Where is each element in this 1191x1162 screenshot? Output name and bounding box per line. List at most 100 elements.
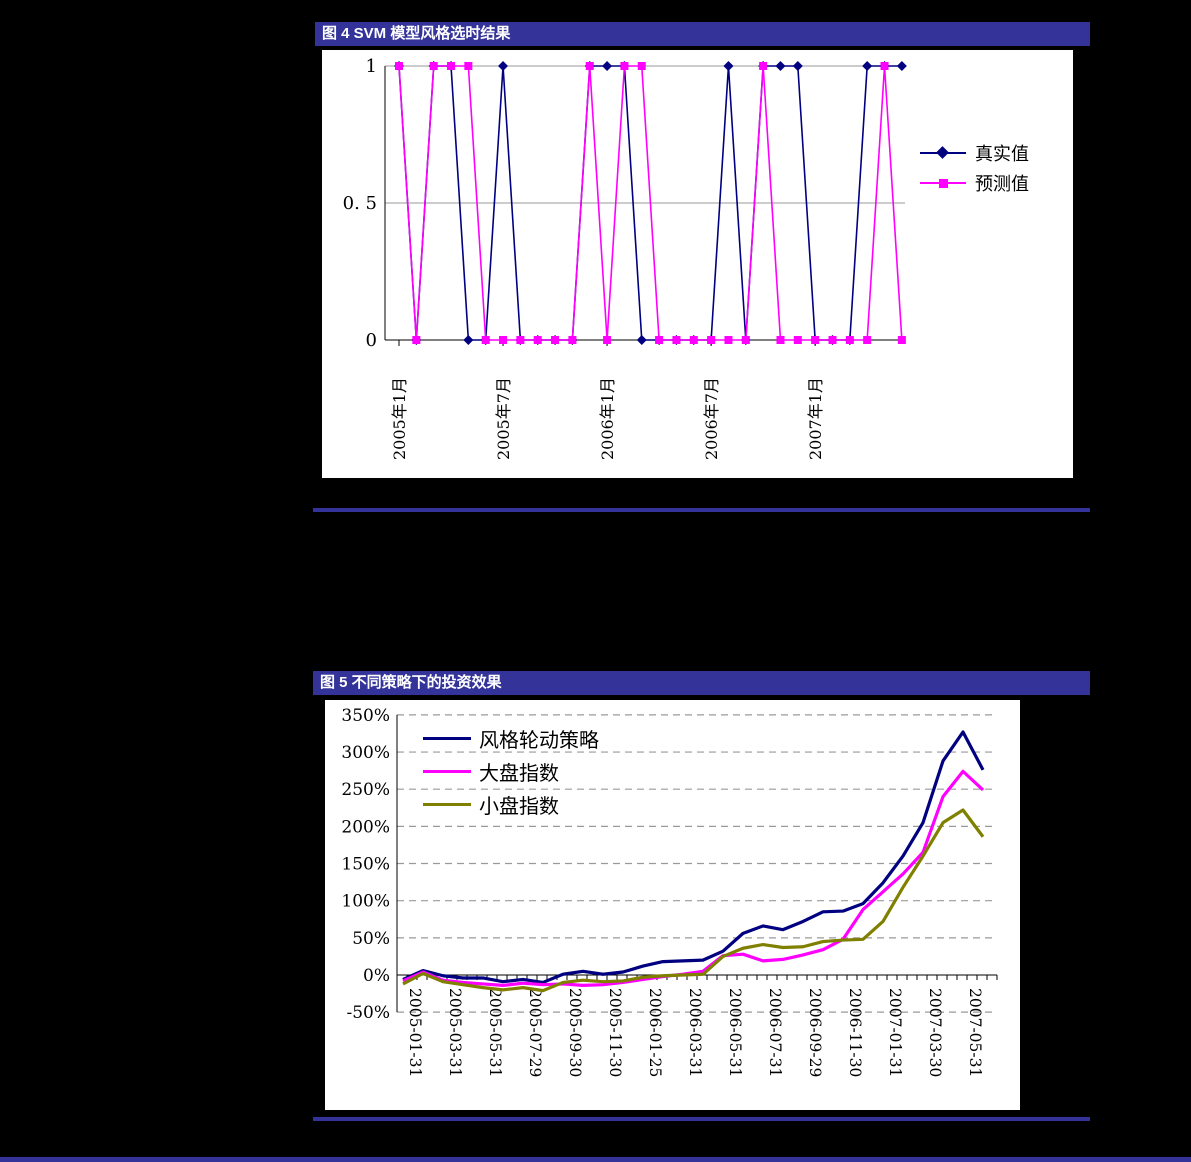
rotation-line-sample bbox=[423, 737, 471, 740]
fig5-y-label: 300% bbox=[341, 743, 390, 763]
legend-label-largecap: 大盘指数 bbox=[479, 761, 559, 785]
diamond-marker-icon bbox=[792, 61, 803, 71]
strategy-chart-area: 350% 300% 250% 200% 150% 100% 50% 0% -50% 2005-01… bbox=[325, 700, 1020, 1110]
diamond-marker-icon bbox=[775, 61, 786, 71]
fig5-y-label: 250% bbox=[341, 780, 390, 800]
separator-line-top bbox=[313, 508, 1090, 512]
square-marker-icon bbox=[464, 62, 473, 70]
square-marker-icon bbox=[412, 336, 421, 344]
diamond-marker-icon bbox=[896, 61, 907, 71]
figure4-legend: 真实值 预测值 bbox=[920, 138, 1029, 198]
svm-timing-chart: 2005年1月 2005年7月 2006年1月 2006年7月 2007年1月 1 0. 5… bbox=[343, 56, 907, 460]
square-marker-icon bbox=[880, 62, 889, 70]
square-marker-icon bbox=[499, 336, 508, 344]
square-marker-icon bbox=[897, 336, 906, 344]
fig4-x-label: 2006年1月 bbox=[598, 377, 617, 460]
fig4-x-label: 2006年7月 bbox=[702, 377, 721, 460]
square-marker-icon bbox=[585, 62, 594, 70]
diamond-marker-icon bbox=[723, 61, 734, 71]
square-marker-icon bbox=[939, 179, 948, 188]
fig5-y-label: 200% bbox=[341, 817, 390, 837]
fig5-y-label: -50% bbox=[346, 1003, 390, 1023]
legend-item-largecap: 大盘指数 bbox=[423, 755, 599, 788]
square-marker-icon bbox=[689, 336, 698, 344]
diamond-marker-icon bbox=[498, 61, 509, 71]
fig5-x-label: 2005-03-31 bbox=[446, 988, 464, 1077]
figure5-legend: 风格轮动策略 大盘指数 小盘指数 bbox=[423, 722, 599, 821]
square-marker-icon bbox=[516, 336, 525, 344]
legend-label-rotation: 风格轮动策略 bbox=[479, 728, 599, 752]
page-bottom-border-line bbox=[0, 1157, 1191, 1162]
square-marker-icon bbox=[724, 336, 733, 344]
fig5-y-label: 0% bbox=[363, 966, 390, 986]
legend-label-actual: 真实值 bbox=[975, 144, 1029, 165]
figure5-title-bar: 图 5 不同策略下的投资效果 bbox=[313, 671, 1090, 695]
figure5-title: 图 5 不同策略下的投资效果 bbox=[320, 674, 502, 691]
diamond-marker-icon bbox=[862, 61, 873, 71]
square-marker-icon bbox=[603, 336, 612, 344]
square-marker-icon bbox=[637, 62, 646, 70]
fig4-x-label: 2005年7月 bbox=[494, 377, 513, 460]
square-marker-icon bbox=[533, 336, 542, 344]
fig4-x-label: 2007年1月 bbox=[806, 377, 825, 460]
fig5-x-label: 2005-11-30 bbox=[606, 988, 624, 1077]
separator-line-bottom bbox=[313, 1117, 1090, 1121]
square-marker-icon bbox=[481, 336, 490, 344]
fig5-series-line-0 bbox=[402, 730, 985, 985]
smallcap-line-sample bbox=[423, 803, 471, 806]
square-marker-icon bbox=[551, 336, 560, 344]
fig5-series-line-1 bbox=[402, 769, 985, 988]
fig5-x-label: 2007-01-31 bbox=[886, 988, 904, 1077]
fig4-y-label: 0 bbox=[366, 330, 377, 351]
fig4-x-label: 2005年1月 bbox=[390, 377, 409, 460]
fig5-x-label: 2007-03-30 bbox=[926, 988, 944, 1077]
square-marker-icon bbox=[395, 62, 403, 70]
figure4-title: 图 4 SVM 模型风格选时结果 bbox=[322, 25, 511, 42]
square-marker-icon bbox=[447, 62, 456, 70]
fig5-x-label: 2005-01-31 bbox=[406, 988, 424, 1077]
diamond-marker-icon bbox=[936, 146, 949, 159]
fig5-x-label: 2005-05-31 bbox=[486, 988, 504, 1077]
predicted-line-sample bbox=[920, 179, 966, 188]
fig5-y-label: 100% bbox=[341, 892, 390, 912]
square-marker-icon bbox=[707, 336, 716, 344]
square-marker-icon bbox=[845, 336, 854, 344]
square-marker-icon bbox=[620, 62, 629, 70]
square-marker-icon bbox=[759, 62, 768, 70]
square-marker-icon bbox=[741, 336, 750, 344]
largecap-line-sample bbox=[423, 770, 471, 773]
diamond-marker-icon bbox=[636, 335, 647, 345]
square-marker-icon bbox=[793, 336, 802, 344]
fig5-series-line-2 bbox=[402, 808, 985, 993]
fig5-plot: 350% 300% 250% 200% 150% 100% 50% 0% -50% 2005-01… bbox=[341, 706, 998, 1077]
fig5-x-label: 2006-03-31 bbox=[686, 988, 704, 1077]
fig5-x-label: 2005-07-29 bbox=[526, 988, 544, 1077]
legend-label-predicted: 预测值 bbox=[975, 174, 1029, 195]
fig5-x-label: 2007-05-31 bbox=[966, 988, 984, 1077]
fig5-x-label: 2005-09-30 bbox=[566, 988, 584, 1077]
legend-item-smallcap: 小盘指数 bbox=[423, 788, 599, 821]
legend-label-smallcap: 小盘指数 bbox=[479, 794, 559, 818]
square-marker-icon bbox=[655, 336, 664, 344]
fig4-y-label: 1 bbox=[366, 56, 377, 77]
diamond-marker-icon bbox=[602, 61, 613, 71]
fig5-y-label: 150% bbox=[341, 855, 390, 875]
square-marker-icon bbox=[672, 336, 681, 344]
square-marker-icon bbox=[811, 336, 820, 344]
svm-chart-area: 2005年1月 2005年7月 2006年1月 2006年7月 2007年1月 1 0. 5… bbox=[322, 50, 1073, 478]
fig5-x-label: 2006-07-31 bbox=[766, 988, 784, 1077]
square-marker-icon bbox=[429, 62, 438, 70]
legend-item-rotation: 风格轮动策略 bbox=[423, 722, 599, 755]
square-marker-icon bbox=[776, 336, 785, 344]
fig4-plot: 2005年1月 2005年7月 2006年1月 2006年7月 2007年1月 1 0. 5… bbox=[343, 56, 907, 460]
actual-line-sample bbox=[920, 146, 966, 159]
square-marker-icon bbox=[568, 336, 577, 344]
square-marker-icon bbox=[863, 336, 872, 344]
fig5-y-label: 350% bbox=[341, 706, 390, 726]
fig5-x-label: 2006-01-25 bbox=[646, 988, 664, 1077]
legend-item-predicted: 预测值 bbox=[920, 168, 1029, 198]
fig4-y-label: 0. 5 bbox=[343, 193, 377, 214]
figure4-title-bar: 图 4 SVM 模型风格选时结果 bbox=[315, 22, 1090, 46]
square-marker-icon bbox=[828, 336, 837, 344]
